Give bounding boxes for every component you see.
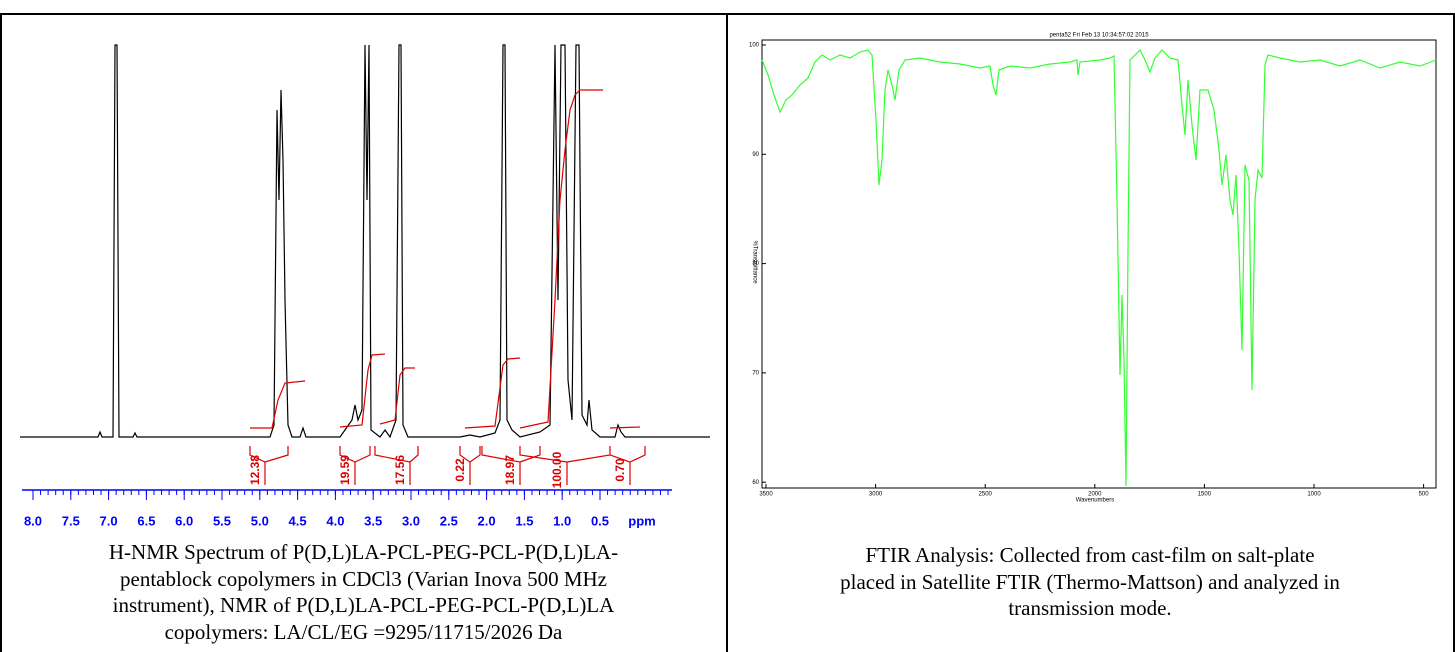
- x-tick-label: 4.0: [326, 513, 344, 528]
- x-tick-label: 8.0: [24, 513, 42, 528]
- x-tick-label: 5.5: [213, 513, 231, 528]
- y-tick-label: 70: [752, 370, 759, 376]
- x-tick-label: 4.5: [289, 513, 307, 528]
- x-tick-label: 1500: [1198, 492, 1212, 498]
- x-tick-label: 3.0: [402, 513, 420, 528]
- integral-label: 17.56: [393, 455, 407, 485]
- ftir-trace: [761, 48, 1437, 487]
- x-tick-label: 1.5: [515, 513, 533, 528]
- caption-line: transmission mode.: [1008, 596, 1172, 620]
- x-tick-label: 6.0: [175, 513, 193, 528]
- x-tick-label: 5.0: [251, 513, 269, 528]
- y-tick-label: 90: [752, 152, 759, 158]
- integral-label: 0.22: [453, 458, 467, 482]
- y-axis-label: %Transmittance: [751, 240, 757, 284]
- ftir-caption: FTIR Analysis: Collected from cast-film …: [745, 542, 1435, 622]
- caption-line: instrument), NMR of P(D,L)LA-PCL-PEG-PCL…: [112, 593, 615, 617]
- plot-title: penta52 Fri Feb 13 10:34:57:02 2015: [1049, 33, 1149, 39]
- y-tick-label: 100: [749, 43, 760, 49]
- x-tick-label: 500: [1419, 492, 1430, 498]
- x-tick-label: 1.0: [553, 513, 571, 528]
- integral-label: 18.97: [503, 455, 517, 485]
- x-tick-label: 2500: [979, 492, 993, 498]
- x-tick-label: 7.0: [100, 513, 118, 528]
- nmr-caption: H-NMR Spectrum of P(D,L)LA-PCL-PEG-PCL-P…: [15, 539, 712, 645]
- axis-unit: ppm: [628, 513, 655, 528]
- caption-line: FTIR Analysis: Collected from cast-film …: [865, 543, 1315, 567]
- x-tick-label: 6.5: [137, 513, 155, 528]
- x-tick-label: 1000: [1307, 492, 1321, 498]
- x-tick-label: 2.0: [478, 513, 496, 528]
- x-tick-label: 3500: [759, 492, 773, 498]
- caption-line: placed in Satellite FTIR (Thermo-Mattson…: [840, 569, 1340, 594]
- x-tick-label: 2000: [1088, 492, 1102, 498]
- integral-label: 0.70: [613, 458, 627, 482]
- integral-label: 19.59: [338, 455, 352, 485]
- caption-line: H-NMR Spectrum of P(D,L)LA-PCL-PEG-PCL-P…: [108, 540, 619, 564]
- caption-line: pentablock copolymers in CDCl3 (Varian I…: [120, 566, 607, 591]
- integral-brackets: [249, 446, 646, 485]
- integral-label: 100.00: [550, 451, 564, 488]
- x-tick-label: 2.5: [440, 513, 458, 528]
- x-tick-label: 0.5: [591, 513, 609, 528]
- nmr-trace: [20, 44, 710, 439]
- x-tick-label: 3000: [869, 492, 883, 498]
- x-tick-label: 7.5: [62, 513, 80, 528]
- x-axis-label: Wavenumbers: [1076, 498, 1114, 504]
- caption-line: copolymers: LA/CL/EG =9295/11715/2026 Da: [164, 619, 563, 644]
- y-tick-label: 60: [752, 480, 759, 486]
- ftir-frame: [761, 39, 1437, 489]
- integral-label: 12.38: [248, 455, 262, 485]
- x-tick-label: 3.5: [364, 513, 382, 528]
- y-tick-label: 80: [752, 261, 759, 267]
- integral-curve: [250, 89, 641, 429]
